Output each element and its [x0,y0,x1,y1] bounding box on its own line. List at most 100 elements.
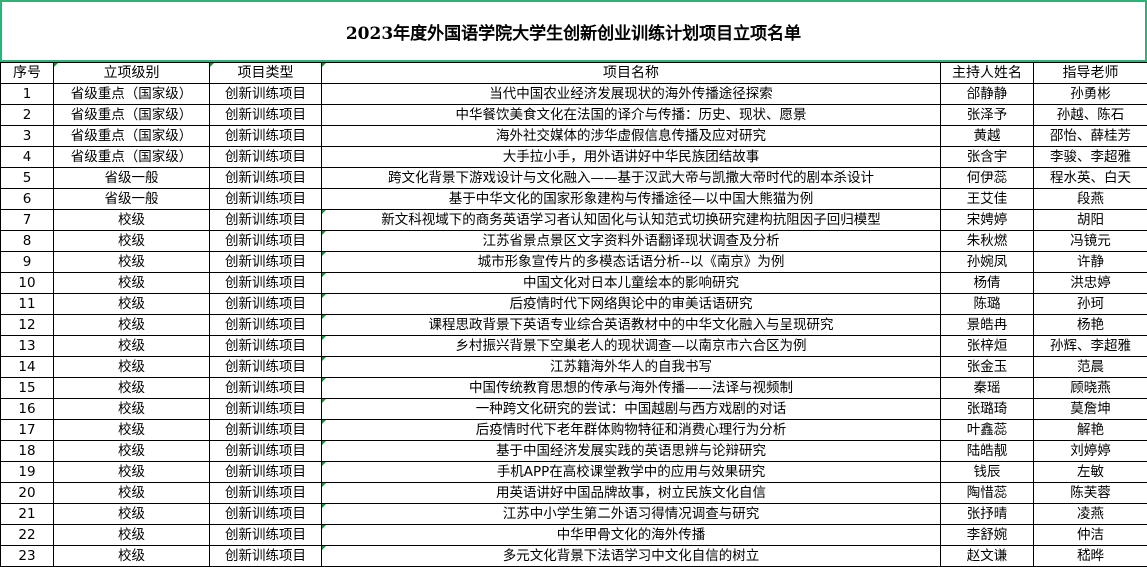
cell-index[interactable]: 15 [0,377,54,399]
cell-project-name[interactable]: 跨文化背景下游戏设计与文化融入——基于汉武大帝与凯撒大帝时代的剧本杀设计 [321,167,941,189]
cell-index[interactable]: 4 [0,146,54,168]
cell-project-name[interactable]: 城市形象宣传片的多模态话语分析--以《南京》为例 [321,251,941,273]
cell-type[interactable]: 创新训练项目 [209,146,322,168]
cell-advisor[interactable]: 冯镜元 [1033,230,1147,252]
cell-level[interactable]: 省级一般 [53,167,210,189]
cell-leader[interactable]: 朱秋燃 [940,230,1034,252]
cell-leader[interactable]: 张梓烜 [940,335,1034,357]
cell-index[interactable]: 16 [0,398,54,420]
cell-level[interactable]: 校级 [53,272,210,294]
cell-project-name[interactable]: 乡村振兴背景下空巢老人的现状调查—以南京市六合区为例 [321,335,941,357]
cell-level[interactable]: 校级 [53,398,210,420]
cell-leader[interactable]: 秦瑶 [940,377,1034,399]
cell-project-name[interactable]: 江苏省景点景区文字资料外语翻译现状调查及分析 [321,230,941,252]
cell-leader[interactable]: 陈璐 [940,293,1034,315]
header-level[interactable]: 立项级别 [53,62,210,84]
cell-level[interactable]: 校级 [53,209,210,231]
cell-leader[interactable]: 陶惜蕊 [940,482,1034,504]
cell-leader[interactable]: 郃静静 [940,83,1034,105]
cell-type[interactable]: 创新训练项目 [209,461,322,483]
cell-type[interactable]: 创新训练项目 [209,209,322,231]
cell-index[interactable]: 21 [0,503,54,525]
cell-leader[interactable]: 何伊蕊 [940,167,1034,189]
cell-advisor[interactable]: 孙珂 [1033,293,1147,315]
cell-leader[interactable]: 陆皓靓 [940,440,1034,462]
cell-advisor[interactable]: 李骏、李超雅 [1033,146,1147,168]
cell-type[interactable]: 创新训练项目 [209,83,322,105]
cell-index[interactable]: 1 [0,83,54,105]
cell-leader[interactable]: 叶鑫蕊 [940,419,1034,441]
cell-project-name[interactable]: 用英语讲好中国品牌故事，树立民族文化自信 [321,482,941,504]
cell-leader[interactable]: 张泽予 [940,104,1034,126]
cell-index[interactable]: 8 [0,230,54,252]
cell-type[interactable]: 创新训练项目 [209,398,322,420]
cell-advisor[interactable]: 孙勇彬 [1033,83,1147,105]
cell-advisor[interactable]: 程水英、白天 [1033,167,1147,189]
cell-advisor[interactable]: 顾晓燕 [1033,377,1147,399]
cell-type[interactable]: 创新训练项目 [209,335,322,357]
cell-index[interactable]: 23 [0,545,54,567]
cell-index[interactable]: 14 [0,356,54,378]
cell-type[interactable]: 创新训练项目 [209,545,322,567]
cell-level[interactable]: 省级重点（国家级） [53,104,210,126]
cell-leader[interactable]: 孙婉凤 [940,251,1034,273]
cell-advisor[interactable]: 孙辉、李超雅 [1033,335,1147,357]
cell-project-name[interactable]: 中华餐饮美食文化在法国的译介与传播：历史、现状、愿景 [321,104,941,126]
cell-advisor[interactable]: 解艳 [1033,419,1147,441]
cell-project-name[interactable]: 江苏中小学生第二外语习得情况调查与研究 [321,503,941,525]
cell-advisor[interactable]: 嵇晔 [1033,545,1147,567]
cell-project-name[interactable]: 基于中国经济发展实践的英语思辨与论辩研究 [321,440,941,462]
cell-level[interactable]: 校级 [53,335,210,357]
cell-level[interactable]: 校级 [53,356,210,378]
cell-type[interactable]: 创新训练项目 [209,104,322,126]
cell-type[interactable]: 创新训练项目 [209,377,322,399]
cell-type[interactable]: 创新训练项目 [209,503,322,525]
cell-level[interactable]: 省级重点（国家级） [53,83,210,105]
cell-advisor[interactable]: 段燕 [1033,188,1147,210]
cell-leader[interactable]: 宋娉婷 [940,209,1034,231]
cell-type[interactable]: 创新训练项目 [209,440,322,462]
header-advisor[interactable]: 指导老师 [1033,62,1147,84]
cell-leader[interactable]: 赵文谦 [940,545,1034,567]
cell-leader[interactable]: 张含宇 [940,146,1034,168]
cell-leader[interactable]: 钱辰 [940,461,1034,483]
cell-level[interactable]: 省级一般 [53,188,210,210]
cell-leader[interactable]: 杨倩 [940,272,1034,294]
cell-level[interactable]: 校级 [53,293,210,315]
cell-level[interactable]: 校级 [53,377,210,399]
cell-type[interactable]: 创新训练项目 [209,188,322,210]
cell-leader[interactable]: 张璐琦 [940,398,1034,420]
cell-project-name[interactable]: 新文科视域下的商务英语学习者认知固化与认知范式切换研究建构抗阻因子回归模型 [321,209,941,231]
cell-index[interactable]: 12 [0,314,54,336]
cell-project-name[interactable]: 基于中华文化的国家形象建构与传播途径—以中国大熊猫为例 [321,188,941,210]
cell-type[interactable]: 创新训练项目 [209,314,322,336]
cell-level[interactable]: 校级 [53,440,210,462]
cell-project-name[interactable]: 当代中国农业经济发展现状的海外传播途径探索 [321,83,941,105]
cell-leader[interactable]: 王艾佳 [940,188,1034,210]
cell-project-name[interactable]: 中国传统教育思想的传承与海外传播——法译与视频制 [321,377,941,399]
cell-project-name[interactable]: 后疫情时代下老年群体购物特征和消费心理行为分析 [321,419,941,441]
cell-level[interactable]: 校级 [53,230,210,252]
cell-advisor[interactable]: 仲洁 [1033,524,1147,546]
cell-advisor[interactable]: 洪忠婷 [1033,272,1147,294]
cell-index[interactable]: 9 [0,251,54,273]
cell-leader[interactable]: 张金玉 [940,356,1034,378]
cell-project-name[interactable]: 手机APP在高校课堂教学中的应用与效果研究 [321,461,941,483]
cell-project-name[interactable]: 大手拉小手，用外语讲好中华民族团结故事 [321,146,941,168]
cell-leader[interactable]: 李舒婉 [940,524,1034,546]
cell-project-name[interactable]: 中国文化对日本儿童绘本的影响研究 [321,272,941,294]
cell-advisor[interactable]: 刘婷婷 [1033,440,1147,462]
cell-index[interactable]: 3 [0,125,54,147]
cell-index[interactable]: 22 [0,524,54,546]
cell-level[interactable]: 校级 [53,461,210,483]
cell-type[interactable]: 创新训练项目 [209,482,322,504]
cell-advisor[interactable]: 邵怡、薛桂芳 [1033,125,1147,147]
cell-advisor[interactable]: 孙越、陈石 [1033,104,1147,126]
cell-index[interactable]: 11 [0,293,54,315]
cell-type[interactable]: 创新训练项目 [209,293,322,315]
cell-leader[interactable]: 张抒晴 [940,503,1034,525]
cell-level[interactable]: 校级 [53,314,210,336]
cell-advisor[interactable]: 凌燕 [1033,503,1147,525]
cell-index[interactable]: 17 [0,419,54,441]
cell-index[interactable]: 2 [0,104,54,126]
